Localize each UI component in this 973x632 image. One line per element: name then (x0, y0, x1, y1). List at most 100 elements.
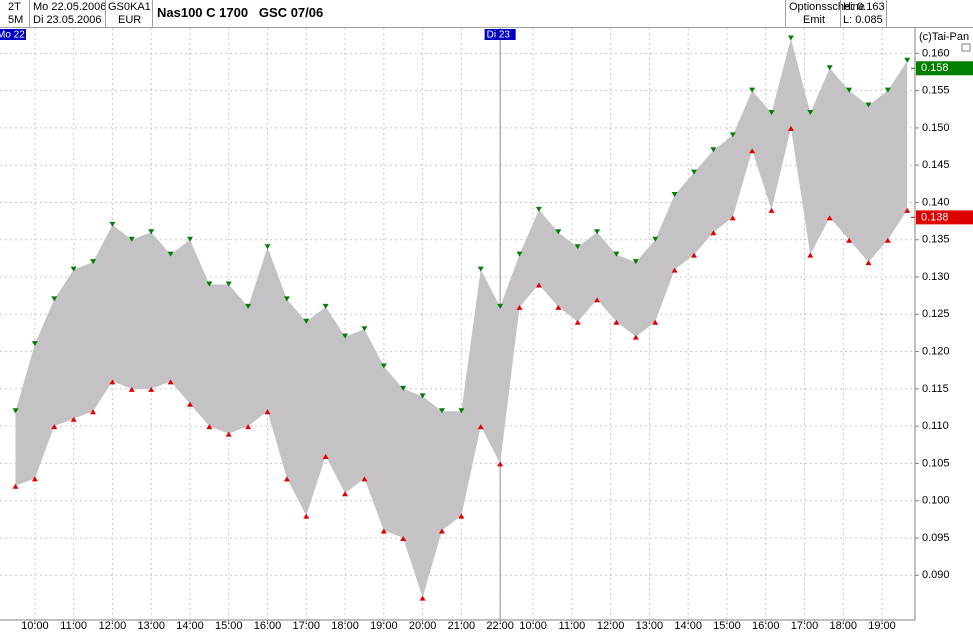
x-tick-label: 22:00 (486, 620, 514, 632)
last-value-label: 0.158 (921, 62, 949, 74)
bid-marker (632, 334, 639, 340)
last-value-box (916, 210, 973, 225)
ask-marker (729, 132, 736, 138)
last-value-box (916, 61, 973, 76)
ask-marker (206, 281, 213, 287)
y-tick-label: 0.110 (922, 420, 949, 432)
bid-marker (400, 535, 407, 541)
ask-marker (691, 169, 698, 175)
x-tick-label: 21:00 (448, 620, 476, 632)
x-tick-label: 16:00 (752, 620, 780, 632)
ask-marker (787, 35, 794, 41)
bid-marker (264, 409, 271, 415)
x-tick-label: 20:00 (409, 620, 437, 632)
bid-marker (535, 282, 542, 288)
ask-marker (613, 251, 620, 257)
bid-marker (884, 237, 891, 243)
bid-marker (729, 215, 736, 221)
x-tick-label: 15:00 (215, 620, 243, 632)
ask-marker (361, 326, 368, 332)
bid-marker (148, 386, 155, 392)
bid-marker (31, 476, 38, 482)
bid-marker (613, 319, 620, 325)
ask-marker (438, 408, 445, 414)
ask-marker (128, 236, 135, 242)
header-bar: 2T 5M Mo 22.05.2006 Di 23.05.2006 GS0KA1… (0, 0, 973, 28)
bid-marker (109, 379, 116, 385)
ask-marker (477, 266, 484, 272)
category: Optionsscheine (789, 1, 865, 13)
x-tick-label: 14:00 (176, 620, 204, 632)
x-tick-label: 15:00 (713, 620, 741, 632)
ask-marker (710, 147, 717, 153)
x-tick-label: 16:00 (254, 620, 282, 632)
bid-marker (303, 513, 310, 519)
x-tick-label: 12:00 (597, 620, 625, 632)
bid-marker (342, 491, 349, 497)
y-tick-label: 0.155 (922, 85, 950, 97)
separator (152, 0, 153, 28)
chart-title: Nas100 C 1700 GSC 07/06 (157, 5, 324, 20)
bid-marker (206, 424, 213, 430)
y-tick-label: 0.160 (922, 47, 950, 59)
bid-marker (555, 304, 562, 310)
day-marker-box (0, 29, 26, 40)
ask-marker (594, 229, 601, 235)
ask-marker (846, 87, 853, 93)
bid-marker (51, 424, 58, 430)
separator (29, 0, 30, 28)
ask-marker (826, 65, 833, 71)
bid-marker (12, 483, 19, 489)
ask-marker (167, 251, 174, 257)
date-to: Di 23.05.2006 (33, 14, 102, 26)
copyright: (c)Tai-Pan (919, 31, 969, 43)
spread-band (15, 38, 908, 598)
x-tick-label: 10:00 (519, 620, 547, 632)
isin: GS0KA1 (108, 1, 151, 13)
bid-marker (787, 125, 794, 131)
bid-marker (710, 230, 717, 236)
ask-marker (419, 393, 426, 399)
ask-marker (749, 87, 756, 93)
ask-marker (497, 303, 504, 309)
ask-marker (652, 236, 659, 242)
x-tick-label: 17:00 (791, 620, 819, 632)
bid-marker (186, 401, 193, 407)
bid-marker (128, 386, 135, 392)
y-tick-label: 0.095 (922, 532, 950, 544)
bid-marker (380, 528, 387, 534)
ask-marker (283, 296, 290, 302)
ask-marker (671, 192, 678, 198)
bid-marker (574, 319, 581, 325)
currency: EUR (118, 14, 142, 26)
separator (105, 0, 106, 28)
x-tick-label: 13:00 (636, 620, 664, 632)
bid-marker (283, 476, 290, 482)
bid-marker (904, 207, 911, 213)
ask-marker (90, 259, 97, 265)
y-tick-label: 0.115 (922, 383, 949, 395)
low: L: 0.085 (843, 14, 883, 26)
bid-marker (807, 252, 814, 258)
ask-marker (400, 385, 407, 391)
x-tick-label: 11:00 (559, 620, 586, 632)
ask-marker (768, 109, 775, 115)
bid-marker (322, 453, 329, 459)
x-tick-label: 19:00 (370, 620, 398, 632)
bid-marker (361, 476, 368, 482)
bid-marker (516, 304, 523, 310)
ask-marker (904, 57, 911, 63)
bid-marker (768, 207, 775, 213)
separator (785, 0, 786, 28)
ask-marker (322, 303, 329, 309)
ask-marker (148, 229, 155, 235)
bid-marker (846, 237, 853, 243)
bid-marker (245, 424, 252, 430)
y-tick-label: 0.090 (922, 569, 950, 581)
ask-marker (865, 102, 872, 108)
x-tick-label: 14:00 (674, 620, 702, 632)
x-tick-label: 10:00 (21, 620, 49, 632)
separator (886, 0, 887, 28)
bid-marker (438, 528, 445, 534)
y-tick-label: 0.105 (922, 457, 950, 469)
